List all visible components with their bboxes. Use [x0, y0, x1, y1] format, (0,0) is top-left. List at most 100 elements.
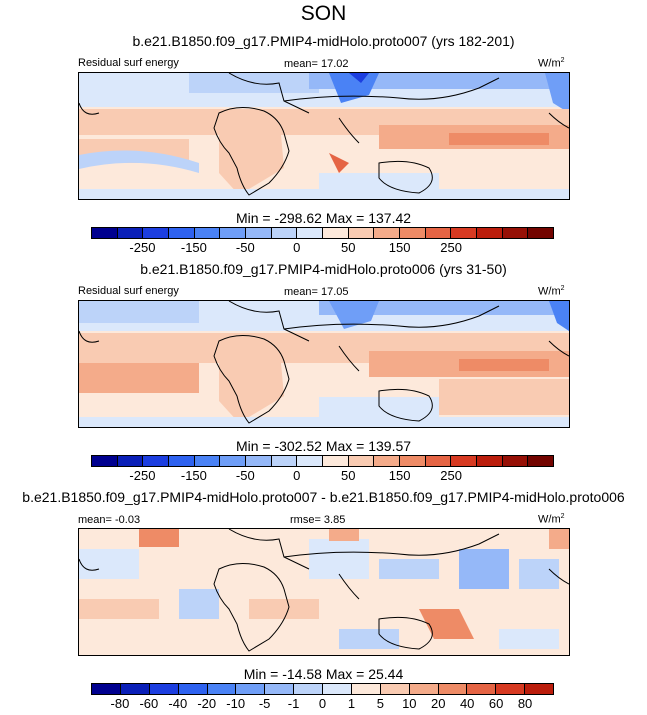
colorbar-swatch	[246, 456, 272, 466]
colorbar-tick-label: -40	[168, 696, 188, 711]
colorbar-swatch	[271, 228, 298, 238]
colorbar-swatch	[220, 456, 247, 466]
panel-1-center-label: mean= 17.02	[284, 58, 349, 70]
colorbar-swatch	[143, 228, 170, 238]
colorbar-tick-label: 250	[440, 240, 462, 255]
colorbar-swatch	[374, 228, 401, 238]
colorbar-tick-label: -5	[258, 696, 271, 711]
colorbar-tick-label: -150	[180, 468, 207, 483]
colorbar-swatch	[438, 684, 468, 694]
colorbar-tick-label: 1	[347, 696, 356, 711]
colorbar-swatch	[92, 684, 121, 694]
colorbar-tick-label: 60	[488, 696, 504, 711]
colorbar-tick-label: 150	[388, 468, 411, 483]
colorbar-swatch	[323, 456, 349, 466]
colorbar-swatch	[502, 456, 529, 466]
colorbar-swatch	[92, 456, 118, 466]
colorbar-swatch	[451, 456, 478, 466]
colorbar-swatch	[348, 456, 375, 466]
panel-2-left-label: Residual surf energy	[78, 285, 179, 297]
panel-3-colorbar-ticks: -80 -60 -40 -20 -10 -5 -1 0 1 5 10 20 40 60 80	[91, 696, 554, 712]
colorbar-swatch	[400, 228, 426, 238]
colorbar-tick-label: 0	[293, 240, 301, 255]
panel-1-units: W/m2	[538, 57, 565, 70]
panel-3-title: b.e21.B1850.f09_g17.PMIP4-midHolo.proto0…	[22, 489, 625, 505]
colorbar-tick-label: 250	[440, 468, 462, 483]
colorbar-swatch	[271, 456, 298, 466]
colorbar-swatch	[143, 456, 170, 466]
figure-title: SON	[300, 2, 347, 25]
colorbar-tick-label: 10	[402, 696, 417, 711]
colorbar-swatch	[117, 456, 144, 466]
panel-2-colorbar	[91, 455, 554, 467]
colorbar-tick-label: 40	[459, 696, 475, 711]
colorbar-swatch	[425, 456, 452, 466]
colorbar-tick-label: 0	[318, 696, 327, 711]
colorbar-tick-label: -20	[197, 696, 217, 711]
colorbar-tick-label: -50	[235, 240, 255, 255]
colorbar-tick-label: 50	[340, 468, 356, 483]
panel-1-left-label: Residual surf energy	[78, 57, 179, 69]
colorbar-swatch	[194, 228, 221, 238]
panel-3-left-label: mean= -0.03	[78, 514, 141, 526]
colorbar-swatch	[178, 684, 208, 694]
colorbar-swatch	[374, 456, 401, 466]
colorbar-swatch	[149, 684, 179, 694]
panel-2-colorbar-ticks: -250 -150 -50 0 50 150 250	[91, 468, 554, 484]
colorbar-tick-label: -250	[129, 468, 156, 483]
colorbar-swatch	[297, 456, 324, 466]
colorbar-swatch	[294, 684, 323, 694]
colorbar-swatch	[323, 684, 352, 694]
colorbar-swatch	[451, 228, 478, 238]
colorbar-swatch	[194, 456, 221, 466]
colorbar-swatch	[265, 684, 295, 694]
panel-2-center-label: mean= 17.05	[284, 286, 349, 298]
colorbar-swatch	[409, 684, 439, 694]
colorbar-swatch	[92, 228, 118, 238]
colorbar-tick-label: 5	[376, 696, 384, 711]
colorbar-swatch	[348, 228, 375, 238]
colorbar-tick-label: 20	[431, 696, 446, 711]
colorbar-tick-label: -10	[226, 696, 246, 711]
colorbar-swatch	[380, 684, 410, 694]
colorbar-tick-label: -1	[287, 696, 300, 711]
colorbar-tick-label: -80	[110, 696, 130, 711]
colorbar-tick-label: 150	[388, 240, 411, 255]
colorbar-tick-label: 0	[293, 468, 301, 483]
colorbar-swatch	[528, 456, 554, 466]
panel-3-colorbar	[91, 683, 554, 695]
colorbar-swatch	[297, 228, 324, 238]
colorbar-swatch	[169, 228, 195, 238]
colorbar-tick-label: 80	[517, 696, 533, 711]
panel-3-minmax: Min = -14.58 Max = 25.44	[243, 666, 404, 682]
panel-1-minmax: Min = -298.62 Max = 137.42	[235, 210, 412, 226]
colorbar-swatch	[117, 228, 144, 238]
panel-1-colorbar	[91, 227, 554, 239]
colorbar-tick-label: -50	[235, 468, 255, 483]
colorbar-swatch	[323, 228, 349, 238]
colorbar-swatch	[351, 684, 381, 694]
colorbar-tick-label: -60	[139, 696, 159, 711]
colorbar-tick-label: -250	[129, 240, 156, 255]
panel-1-map	[78, 72, 570, 200]
colorbar-swatch	[207, 684, 237, 694]
colorbar-swatch	[502, 228, 529, 238]
colorbar-swatch	[246, 228, 272, 238]
colorbar-tick-label: -150	[180, 240, 207, 255]
panel-2-title: b.e21.B1850.f09_g17.PMIP4-midHolo.proto0…	[140, 261, 507, 277]
panel-1-colorbar-ticks: -250 -150 -50 0 50 150 250	[91, 240, 554, 256]
colorbar-swatch	[525, 684, 553, 694]
colorbar-swatch	[477, 456, 503, 466]
colorbar-swatch	[467, 684, 497, 694]
colorbar-swatch	[528, 228, 554, 238]
panel-2-minmax: Min = -302.52 Max = 139.57	[235, 438, 412, 454]
colorbar-swatch	[120, 684, 150, 694]
panel-2-units: W/m2	[538, 285, 565, 298]
panel-3-map	[78, 528, 570, 656]
colorbar-swatch	[425, 228, 452, 238]
panel-3-units: W/m2	[538, 513, 565, 526]
panel-1-title: b.e21.B1850.f09_g17.PMIP4-midHolo.proto0…	[132, 33, 515, 49]
panel-3-center-label: rmse= 3.85	[290, 514, 346, 526]
colorbar-swatch	[496, 684, 526, 694]
panel-2-map	[78, 300, 570, 428]
